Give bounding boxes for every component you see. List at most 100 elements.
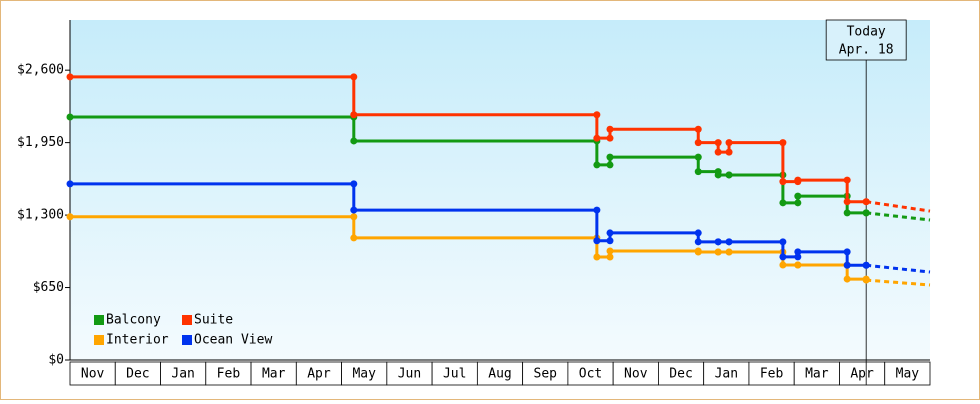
legend-swatch <box>182 335 192 345</box>
point <box>843 209 851 217</box>
point <box>843 176 851 184</box>
point <box>694 238 702 246</box>
projection-line <box>865 200 931 213</box>
x-tick-label: Jan <box>715 367 738 382</box>
point <box>843 275 851 283</box>
series-line <box>70 182 867 267</box>
month-cell <box>884 361 931 386</box>
point <box>843 198 851 206</box>
x-tick-label: Mar <box>805 367 829 382</box>
x-tick-label: Feb <box>217 367 241 382</box>
x-tick-label: Jan <box>171 367 194 382</box>
point <box>350 73 358 81</box>
point <box>606 134 614 142</box>
x-tick-label: Jul <box>443 367 466 382</box>
point <box>714 238 722 246</box>
legend-swatch <box>94 335 104 345</box>
x-tick-label: May <box>896 367 920 382</box>
point <box>66 213 74 221</box>
point <box>350 137 358 145</box>
x-tick-label: Apr <box>307 367 331 382</box>
point <box>593 134 601 142</box>
point <box>593 206 601 214</box>
point <box>794 199 802 207</box>
point <box>694 168 702 176</box>
point <box>350 180 358 188</box>
point <box>779 139 787 147</box>
point <box>794 253 802 261</box>
projection-line <box>866 263 931 274</box>
point <box>606 153 614 161</box>
point <box>794 176 802 184</box>
x-tick-label: Aug <box>488 367 511 382</box>
projection-line <box>866 211 931 222</box>
projection-line <box>866 278 931 287</box>
point <box>725 238 733 246</box>
point <box>694 153 702 161</box>
y-tick-label: $1,950 <box>17 135 64 150</box>
x-tick-label: Nov <box>81 367 105 382</box>
legend-label: Ocean View <box>194 333 272 348</box>
y-tick-label: $0 <box>48 353 64 368</box>
point <box>694 139 702 147</box>
point <box>862 276 870 284</box>
x-tick-label: Dec <box>669 367 692 382</box>
point <box>725 248 733 256</box>
point <box>66 180 74 188</box>
y-tick-label: $2,600 <box>17 63 64 78</box>
point <box>779 178 787 186</box>
point <box>606 253 614 261</box>
point <box>593 253 601 261</box>
point <box>843 248 851 256</box>
x-tick-label: Jun <box>398 367 421 382</box>
point <box>593 161 601 169</box>
x-tick-label: Mar <box>262 367 286 382</box>
point <box>725 148 733 156</box>
point <box>694 248 702 256</box>
y-tick-label: $1,300 <box>17 208 64 223</box>
legend-label: Suite <box>194 313 233 328</box>
point <box>714 248 722 256</box>
x-tick-label: Nov <box>624 367 648 382</box>
x-tick-label: Feb <box>760 367 784 382</box>
x-tick-label: Oct <box>579 367 602 382</box>
point <box>606 229 614 237</box>
legend-swatch <box>94 315 104 325</box>
point <box>779 199 787 207</box>
y-tick-label: $650 <box>33 280 64 295</box>
point <box>779 261 787 269</box>
today-label: Today <box>847 25 886 40</box>
legend-label: Balcony <box>106 313 161 328</box>
point <box>794 248 802 256</box>
today-label: Apr. 18 <box>839 43 894 58</box>
point <box>606 247 614 255</box>
x-tick-label: Sep <box>534 367 558 382</box>
point <box>350 234 358 242</box>
point <box>725 171 733 179</box>
point <box>694 125 702 133</box>
today-box <box>825 19 907 61</box>
legend-swatch <box>182 315 192 325</box>
x-tick-label: May <box>352 367 376 382</box>
point <box>66 73 74 81</box>
legend-label: Interior <box>106 333 169 348</box>
point <box>714 139 722 147</box>
plot-area <box>70 20 930 360</box>
point <box>794 261 802 269</box>
point <box>843 261 851 269</box>
point <box>779 238 787 246</box>
x-tick-label: Apr <box>850 367 874 382</box>
point <box>725 139 733 147</box>
point <box>66 113 74 121</box>
point <box>606 237 614 245</box>
point <box>794 192 802 200</box>
point <box>779 253 787 261</box>
point <box>350 111 358 119</box>
point <box>862 198 870 206</box>
point <box>694 229 702 237</box>
point <box>606 161 614 169</box>
point <box>862 261 870 269</box>
point <box>714 148 722 156</box>
point <box>606 125 614 133</box>
point <box>714 171 722 179</box>
